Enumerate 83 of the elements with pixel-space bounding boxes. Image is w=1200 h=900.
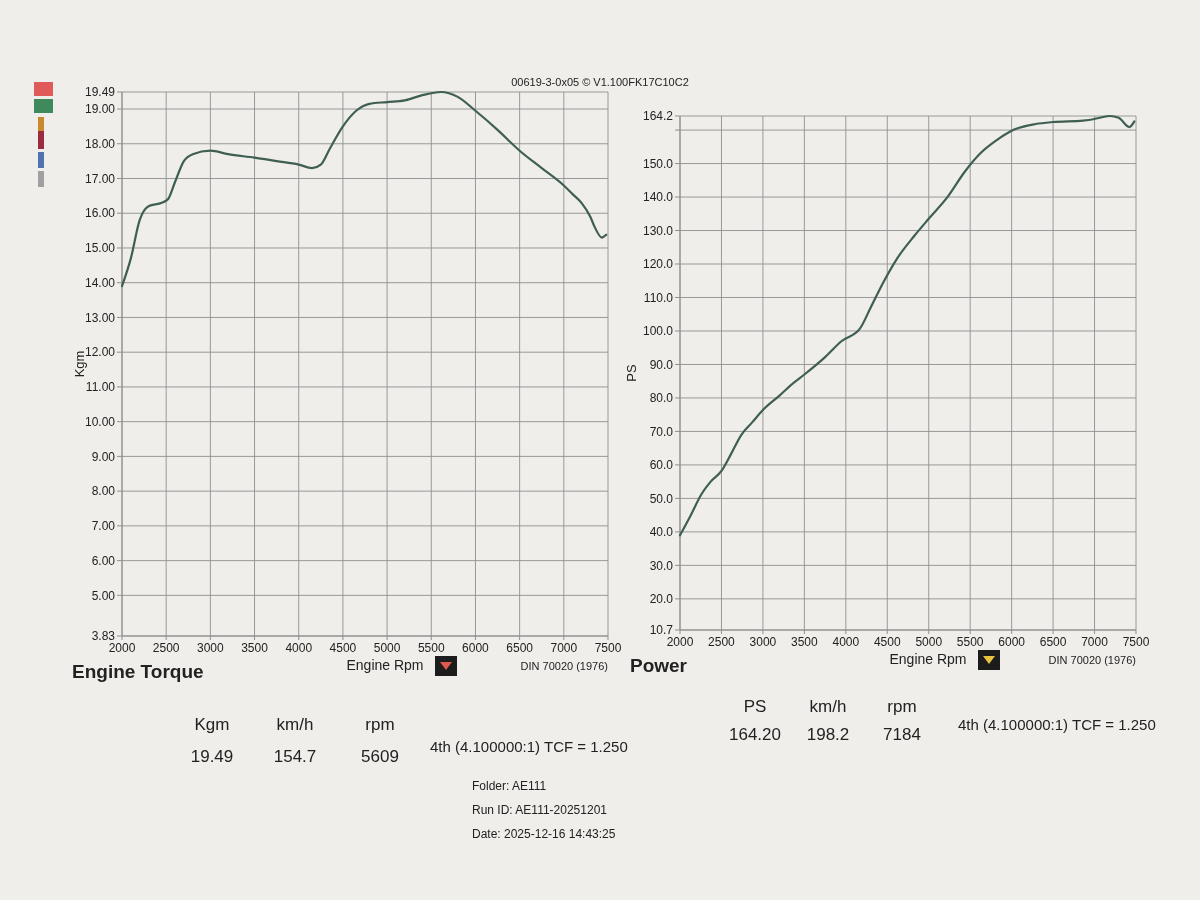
text: 4th (4.100000:1) TCF = 1.250: [430, 738, 628, 755]
text: Engine Torque: [72, 661, 204, 682]
y-axis-title: Kgm: [72, 350, 87, 378]
y-tick-label: 13.00: [84, 310, 116, 325]
x-tick-label: 7500: [1122, 635, 1150, 649]
text: Folder: AE111: [472, 779, 547, 793]
text: 19.49: [190, 747, 234, 766]
text: rpm: [887, 697, 917, 716]
y-tick-label: 164.2: [642, 109, 674, 124]
x-tick-label: 3000: [749, 635, 777, 649]
y-tick-label: 16.00: [84, 206, 116, 221]
text: Date: 2025-12-16 14:43:25: [472, 827, 616, 841]
y-tick-label: 19.49: [84, 85, 116, 100]
text: Run ID: AE111-20251201: [472, 803, 608, 817]
x-axis-title: Engine Rpm: [346, 657, 424, 673]
y-tick-label: 10.00: [84, 414, 116, 429]
y-tick-label: 17.00: [84, 171, 116, 186]
x-tick-label: 5500: [417, 641, 445, 655]
x-tick-label: 3500: [791, 635, 819, 649]
x-tick-label: 4500: [873, 635, 901, 649]
y-tick-label: 10.7: [649, 623, 674, 638]
y-tick-label: 110.0: [643, 290, 674, 305]
y-tick-label: 18.00: [84, 136, 116, 151]
y-tick-label: 150.0: [642, 156, 674, 171]
text: 00619-3-0x05 © V1.100FK17C10C2: [511, 76, 689, 88]
text: 164.20: [729, 725, 781, 744]
y-tick-label: 3.83: [91, 629, 116, 644]
x-tick-label: 7000: [1081, 635, 1109, 649]
x-tick-label: 5500: [956, 635, 984, 649]
y-tick-label: 140.0: [642, 190, 674, 205]
x-axis-title: Engine Rpm: [889, 651, 967, 667]
y-tick-label: 19.00: [84, 102, 116, 117]
text: DIN 70020 (1976): [1048, 654, 1136, 666]
y-tick-label: 40.0: [649, 525, 674, 540]
y-tick-label: 100.0: [642, 324, 674, 339]
x-tick-label: 2500: [152, 641, 180, 655]
y-tick-label: 80.0: [649, 391, 674, 406]
x-tick-label: 4500: [329, 641, 357, 655]
text: 154.7: [273, 747, 317, 766]
y-tick-label: 14.00: [84, 275, 116, 290]
y-tick-label: 11.00: [85, 380, 116, 395]
y-tick-label: 90.0: [649, 357, 674, 372]
y-tick-label: 120.0: [642, 257, 674, 272]
text: km/h: [276, 715, 314, 734]
y-tick-label: 70.0: [649, 424, 674, 439]
text: Kgm: [194, 715, 230, 734]
x-tick-label: 2000: [108, 641, 136, 655]
x-tick-label: 6500: [506, 641, 534, 655]
y-tick-label: 130.0: [642, 223, 674, 238]
y-tick-label: 20.0: [649, 592, 674, 607]
x-tick-label: 6500: [1039, 635, 1067, 649]
x-tick-label: 4000: [285, 641, 313, 655]
text: 4th (4.100000:1) TCF = 1.250: [958, 716, 1156, 733]
text: rpm: [365, 715, 395, 734]
y-tick-label: 6.00: [91, 553, 116, 568]
x-tick-label: 5000: [373, 641, 401, 655]
text: km/h: [809, 697, 847, 716]
text: 7184: [883, 725, 921, 744]
text: PS: [743, 697, 767, 716]
x-tick-label: 6000: [462, 641, 490, 655]
y-tick-label: 60.0: [649, 458, 674, 473]
x-tick-label: 3000: [197, 641, 225, 655]
text: DIN 70020 (1976): [520, 660, 608, 672]
x-tick-label: 6000: [998, 635, 1026, 649]
x-tick-label: 3500: [241, 641, 269, 655]
y-axis-title: PS: [624, 364, 639, 382]
x-tick-label: 7000: [550, 641, 578, 655]
y-tick-label: 12.00: [84, 345, 116, 360]
x-tick-label: 2500: [708, 635, 736, 649]
y-tick-label: 9.00: [91, 449, 116, 464]
y-tick-label: 30.0: [649, 558, 674, 573]
y-tick-label: 5.00: [91, 588, 116, 603]
y-tick-label: 8.00: [91, 484, 116, 499]
x-tick-label: 2000: [666, 635, 694, 649]
text: Power: [630, 655, 688, 676]
x-tick-label: 4000: [832, 635, 860, 649]
y-tick-label: 15.00: [84, 241, 116, 256]
text: 198.2: [806, 725, 850, 744]
x-tick-label: 5000: [915, 635, 943, 649]
x-tick-label: 7500: [594, 641, 622, 655]
y-tick-label: 50.0: [649, 491, 674, 506]
text: 5609: [361, 747, 399, 766]
y-tick-label: 7.00: [91, 519, 116, 534]
